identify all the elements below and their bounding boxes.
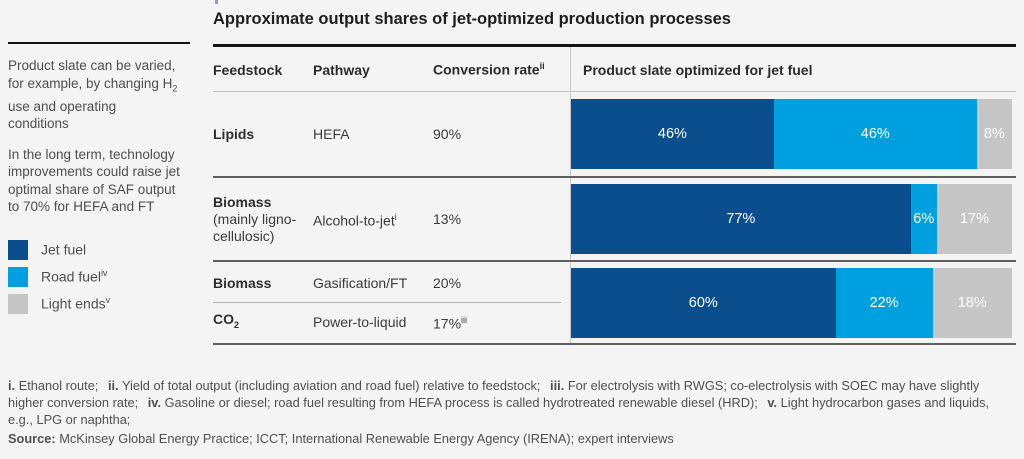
- cell-conversion: 13%: [433, 210, 462, 227]
- bar-segment-jet-fuel: 77%: [571, 184, 911, 254]
- jet-fuel-swatch-icon: [8, 239, 28, 260]
- bar-segment-road-fuel: 46%: [773, 99, 977, 169]
- stacked-bar-biomass-atj: 77% 6% 17%: [571, 184, 1012, 254]
- cell-pathway: Gasification/FT: [313, 274, 408, 291]
- cell-feedstock: CO2: [213, 310, 240, 330]
- chart-legend: Jet fuel Road fueliv Light endsv: [8, 239, 194, 314]
- bar-segment-jet-fuel: 46%: [571, 99, 774, 169]
- bar-cell: 77% 6% 17%: [570, 184, 1016, 254]
- stacked-bar-biomass-co2: 60% 22% 18%: [571, 267, 1012, 338]
- legend-item-jet-fuel: Jet fuel: [8, 239, 194, 260]
- stacked-bar-lipids: 46% 46% 8%: [571, 99, 1012, 169]
- cropped-content-artifact: [215, 0, 218, 4]
- cell-pathway: Power-to-liquid: [313, 313, 407, 330]
- sub-row-divider: [213, 302, 561, 303]
- subscript: 2: [172, 83, 178, 94]
- road-fuel-swatch-icon: [8, 266, 28, 287]
- bar-segment-light-ends: 17%: [937, 184, 1012, 254]
- cell-conversion: 20%: [433, 274, 462, 291]
- bar-cell: 60% 22% 18%: [570, 262, 1016, 343]
- cell-pathway: HEFA: [313, 125, 350, 142]
- sub-row-power-to-liquid: CO2 Power-to-liquid 17%iii: [213, 303, 570, 341]
- exhibit-top-rule: [213, 44, 1016, 47]
- cell-pathway: Alcohol-to-jeti: [313, 211, 397, 229]
- sidebar-note-2: In the long term, technology improvement…: [8, 146, 180, 215]
- bar-segment-road-fuel: 6%: [910, 184, 938, 254]
- exhibit-title: Approximate output shares of jet-optimiz…: [213, 10, 731, 28]
- source-line: Source: McKinsey Global Energy Practice;…: [8, 431, 674, 446]
- sub-row-gasification: Biomass Gasification/FT 20%: [213, 264, 570, 302]
- header-product-slate: Product slate optimized for jet fuel: [583, 61, 813, 78]
- legend-item-road-fuel: Road fueliv: [8, 266, 194, 287]
- legend-label: Light endsv: [41, 295, 111, 313]
- bar-cell: 46% 46% 8%: [570, 99, 1016, 169]
- legend-label: Jet fuel: [41, 242, 87, 259]
- bar-segment-road-fuel: 22%: [835, 267, 933, 338]
- header-feedstock: Feedstock: [213, 61, 283, 78]
- cell-conversion: 90%: [433, 125, 462, 142]
- bar-segment-light-ends: 18%: [932, 267, 1012, 338]
- bar-segment-jet-fuel: 60%: [571, 267, 836, 338]
- footnotes: i. Ethanol route; ii. Yield of total out…: [8, 378, 990, 427]
- table-row-lipids: Lipids HEFA 90% 46% 46% 8%: [213, 92, 1016, 178]
- header-underline: [213, 91, 1016, 92]
- table-row-biomass-atj: Biomass (mainly ligno-cellulosic) Alcoho…: [213, 178, 1016, 262]
- legend-label: Road fueliv: [41, 268, 108, 286]
- cell-conversion: 17%iii: [433, 314, 468, 332]
- bar-segment-light-ends: 8%: [976, 99, 1012, 169]
- cell-feedstock: Biomass (mainly ligno-cellulosic): [213, 193, 297, 244]
- cell-feedstock: Biomass: [213, 274, 272, 291]
- split-text-column: Biomass Gasification/FT 20% CO2 Power-to…: [213, 262, 570, 343]
- header-pathway: Pathway: [313, 61, 370, 78]
- legend-item-light-ends: Light endsv: [8, 293, 194, 314]
- sidebar: Product slate can be varied, for example…: [8, 42, 194, 321]
- cell-feedstock: Lipids: [213, 125, 255, 142]
- header-conversion-rate: Conversion rateii: [433, 61, 545, 78]
- table-row-biomass-co2: Biomass Gasification/FT 20% CO2 Power-to…: [213, 262, 1016, 345]
- sidebar-note-1: Product slate can be varied, for example…: [8, 58, 178, 132]
- table-header-row: Feedstock Pathway Conversion rateii Prod…: [213, 47, 1016, 92]
- column-divider: [570, 47, 571, 344]
- sidebar-top-rule: [8, 42, 190, 44]
- light-ends-swatch-icon: [8, 293, 28, 314]
